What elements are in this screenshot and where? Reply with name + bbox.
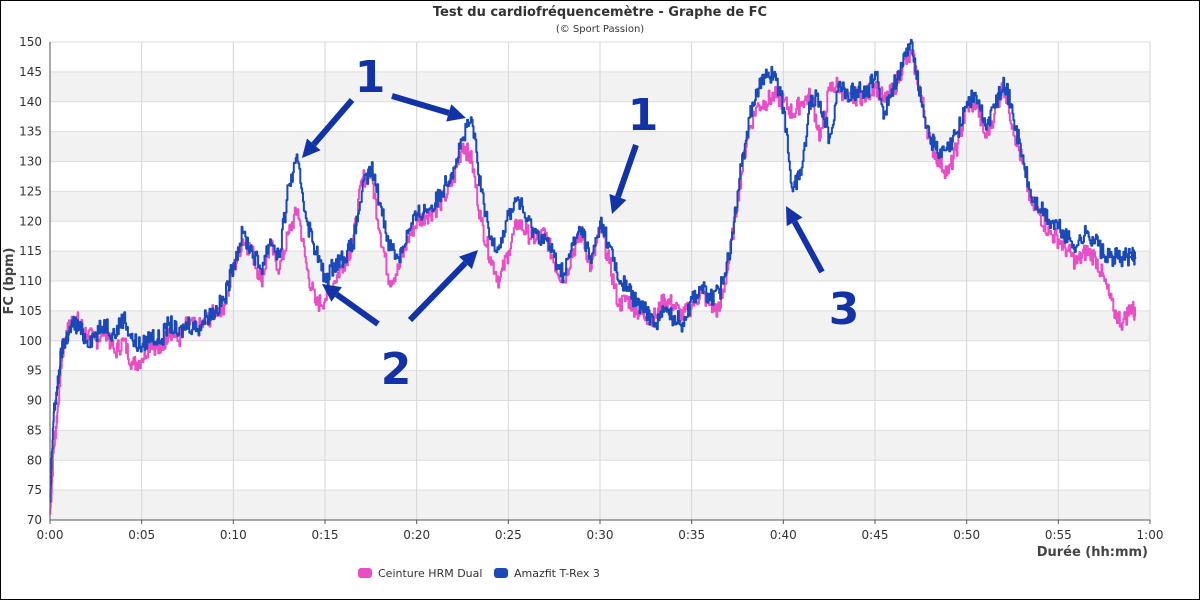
y-tick-label: 145: [19, 65, 42, 79]
x-axis-ticks: 0:00 0:05 0:10 0:15 0:20 0:25 0:30 0:35 0:40 0:45…: [37, 520, 1164, 542]
legend-swatch: [358, 568, 372, 578]
x-tick-label: 0:40: [770, 528, 797, 542]
y-tick-label: 75: [27, 483, 42, 497]
legend-label: Amazfit T-Rex 3: [514, 567, 600, 580]
y-tick-label: 130: [19, 155, 42, 169]
annotations: 1 1 2 3: [302, 52, 859, 395]
x-tick-label: 0:20: [403, 528, 430, 542]
y-tick-label: 100: [19, 334, 42, 348]
legend-item: Ceinture HRM Dual: [358, 567, 482, 580]
x-tick-label: 0:45: [862, 528, 889, 542]
annotation-arrow: [786, 206, 825, 274]
y-tick-label: 110: [19, 274, 42, 288]
chart-subtitle: (© Sport Passion): [556, 24, 644, 35]
chart-title: Test du cardiofréquencemètre - Graphe de…: [433, 5, 767, 20]
arrow-head: [786, 206, 803, 227]
legend-swatch: [494, 568, 508, 578]
arrow-shaft: [407, 260, 468, 323]
y-tick-label: 115: [19, 244, 42, 258]
x-tick-label: 0:00: [37, 528, 64, 542]
arrow-shaft: [791, 220, 825, 274]
annotation-arrow: [609, 144, 639, 214]
y-tick-label: 140: [19, 95, 42, 109]
legend: Ceinture HRM Dual Amazfit T-Rex 3: [358, 567, 600, 580]
arrow-head: [302, 138, 321, 158]
x-tick-label: 0:55: [1045, 528, 1072, 542]
y-axis-ticks: 70 75 80 85 90 95 100 105 110 115 120 125 130 135 140 1…: [19, 35, 42, 527]
y-tick-label: 80: [27, 453, 42, 467]
x-tick-label: 0:50: [953, 528, 980, 542]
annotation-label: 3: [829, 284, 860, 335]
annotation-label: 2: [381, 344, 412, 395]
annotation-arrow: [302, 98, 355, 158]
arrow-head: [322, 284, 342, 302]
arrow-shaft: [391, 93, 450, 116]
arrow-shaft: [334, 292, 380, 327]
arrow-head: [609, 194, 627, 214]
x-tick-label: 1:00: [1137, 528, 1164, 542]
annotation-arrow: [391, 93, 466, 122]
y-tick-label: 150: [19, 35, 42, 49]
legend-item: Amazfit T-Rex 3: [494, 567, 600, 580]
y-tick-label: 125: [19, 184, 42, 198]
y-tick-label: 120: [19, 214, 42, 228]
x-tick-label: 0:30: [587, 528, 614, 542]
x-tick-label: 0:35: [678, 528, 705, 542]
y-tick-label: 105: [19, 304, 42, 318]
x-axis-label: Durée (hh:mm): [1037, 545, 1148, 560]
y-tick-label: 95: [27, 364, 42, 378]
x-tick-label: 0:15: [312, 528, 339, 542]
y-tick-label: 135: [19, 125, 42, 139]
arrow-shaft: [311, 98, 355, 147]
y-axis-label: FC (bpm): [2, 248, 17, 315]
arrow-head: [459, 250, 478, 270]
annotation-arrow: [322, 284, 380, 327]
legend-label: Ceinture HRM Dual: [378, 567, 482, 580]
arrow-shaft: [615, 144, 639, 198]
series-line-amazfit-t-rex-3: [49, 38, 1137, 504]
annotation-label: 1: [355, 52, 386, 103]
annotation-arrow: [407, 250, 478, 323]
arrow-head: [446, 104, 466, 122]
x-tick-label: 0:25: [495, 528, 522, 542]
y-tick-label: 70: [27, 513, 42, 527]
y-tick-label: 90: [27, 394, 42, 408]
series-layer: [49, 38, 1137, 515]
x-tick-label: 0:10: [220, 528, 247, 542]
annotation-label: 1: [628, 90, 659, 141]
y-tick-label: 85: [27, 423, 42, 437]
x-tick-label: 0:05: [128, 528, 155, 542]
